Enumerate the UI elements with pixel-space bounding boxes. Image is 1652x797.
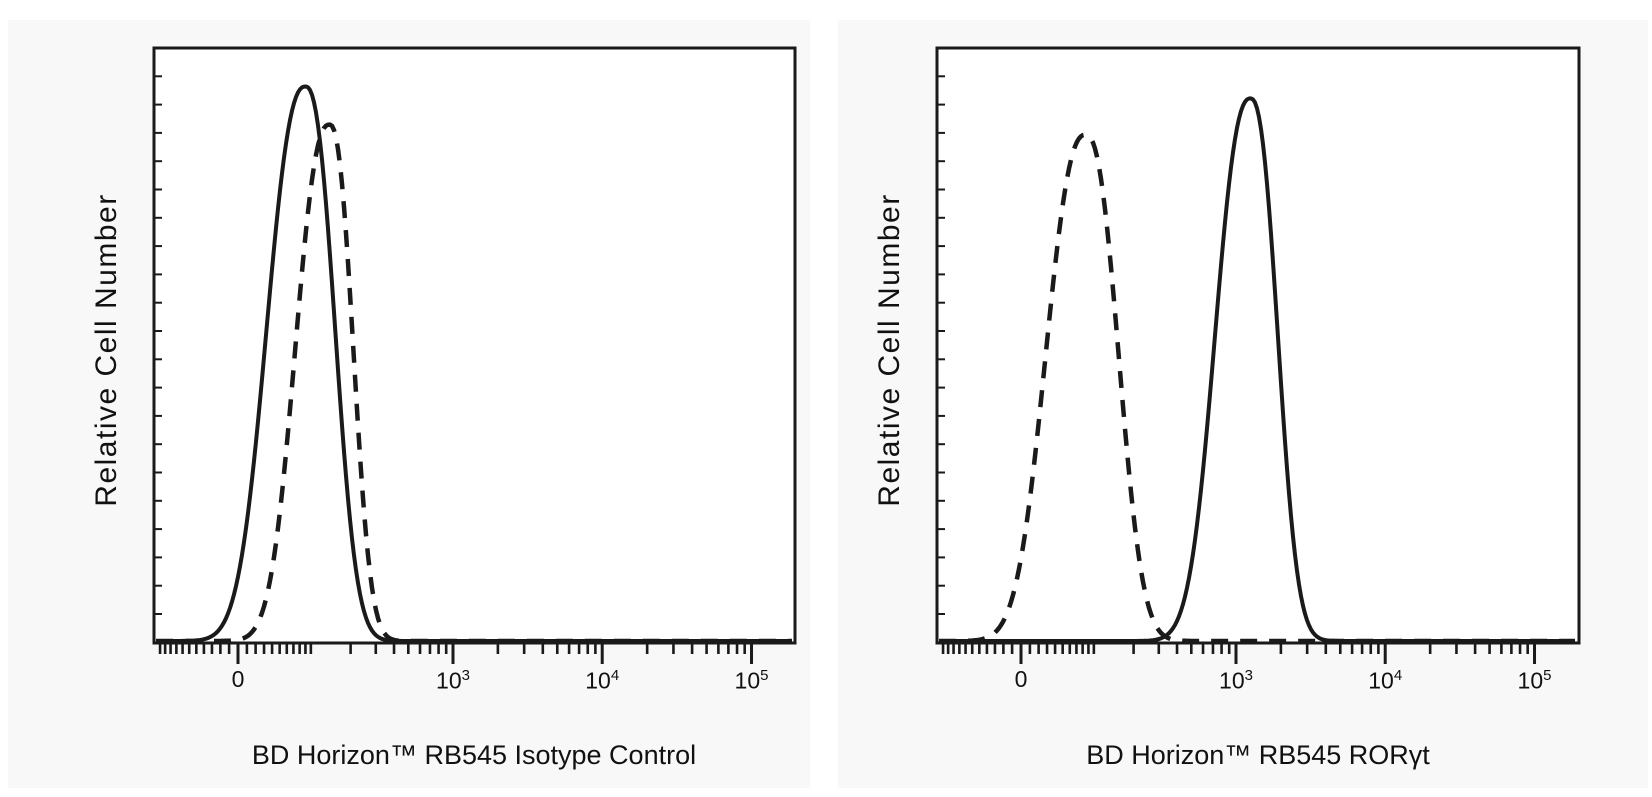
- x-tick-label: 103: [1219, 667, 1253, 694]
- x-tick-label: 104: [1368, 667, 1403, 694]
- plot-box: [152, 46, 797, 645]
- y-axis-label-isotype: Relative Cell Number: [90, 193, 123, 507]
- histogram-curve-dashed: [938, 132, 1576, 644]
- histogram-curve-solid: [939, 96, 1575, 643]
- x-tick-label: 103: [436, 667, 470, 694]
- x-axis-label-isotype: BD Horizon™ RB545 Isotype Control: [251, 740, 697, 770]
- x-tick-label: 0: [1014, 666, 1028, 692]
- x-tick-label: 0: [231, 666, 245, 692]
- x-tick-label: 105: [734, 667, 769, 694]
- histogram-curve-dashed: [155, 122, 793, 644]
- x-axis-label-roryt: BD Horizon™ RB545 RORγt: [1086, 740, 1430, 770]
- y-axis-label-roryt: Relative Cell Number: [873, 193, 906, 507]
- x-tick-label: 105: [1517, 667, 1552, 694]
- plot-box: [935, 46, 1581, 645]
- x-tick-label: 104: [585, 667, 620, 694]
